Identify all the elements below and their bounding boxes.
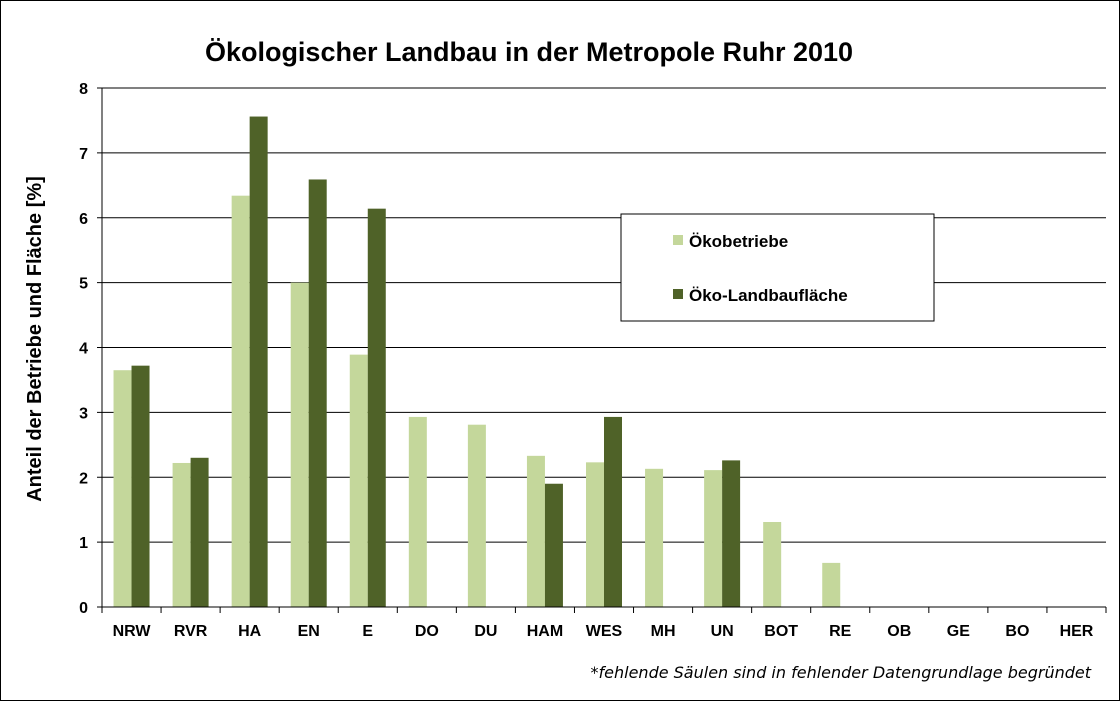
x-tick-label: HAM (527, 623, 563, 640)
x-tick-label: E (362, 623, 373, 640)
x-tick-label: BOT (764, 623, 798, 640)
bar-oeko-landbauflaeche (722, 460, 741, 607)
y-tick-label: 7 (79, 146, 88, 163)
axes: 0 1 2 3 4 5 6 7 8 NRW RVR HA EN E DO DU HAM WES MH UN BOT RE O… (79, 81, 1107, 640)
y-tick-label: 0 (79, 600, 88, 617)
bar-oeko-landbauflaeche (131, 365, 150, 607)
bar-oeko-landbauflaeche (544, 483, 563, 607)
footnote: *fehlende Säulen sind in fehlender Daten… (591, 663, 1092, 682)
x-tick-label: WES (586, 623, 623, 640)
x-tick-label: OB (887, 623, 911, 640)
y-tick-label: 8 (79, 81, 88, 98)
chart-title: Ökologischer Landbau in der Metropole Ru… (205, 37, 853, 67)
y-axis-label: Anteil der Betriebe und Fläche [%] (24, 176, 46, 502)
bar-oekobetriebe (349, 354, 368, 607)
bar-oekobetriebe (113, 370, 132, 607)
bar-oeko-landbauflaeche (308, 179, 327, 607)
x-tick-label: RE (829, 623, 852, 640)
x-tick-label: HA (238, 623, 262, 640)
bar-oekobetriebe (290, 282, 309, 607)
y-tick-label: 1 (79, 535, 88, 552)
bar-oekobetriebe (231, 195, 250, 607)
x-tick-label: BO (1005, 623, 1029, 640)
x-tick-label: EN (298, 623, 320, 640)
y-tick-label: 3 (79, 405, 88, 422)
y-tick-label: 5 (79, 276, 88, 293)
bar-oekobetriebe (526, 455, 545, 607)
x-tick-label: RVR (174, 623, 208, 640)
bar-oekobetriebe (704, 470, 723, 607)
bar-oekobetriebe (822, 562, 841, 607)
bar-oeko-landbauflaeche (249, 116, 268, 608)
legend-label-oekobetriebe: Ökobetriebe (689, 232, 788, 251)
bar-oekobetriebe (586, 462, 604, 607)
legend-swatch-oekobetriebe (673, 235, 683, 245)
y-tick-label: 6 (79, 211, 88, 228)
y-tick-label: 4 (79, 341, 88, 358)
x-tick-label: HER (1060, 623, 1094, 640)
bar-oeko-landbauflaeche (190, 457, 209, 607)
bar-oekobetriebe (408, 416, 427, 607)
bar-oekobetriebe (763, 522, 782, 607)
bar-oeko-landbauflaeche (367, 208, 386, 608)
x-tick-label: NRW (113, 623, 152, 640)
x-tick-label: MH (651, 623, 676, 640)
legend-box (620, 213, 935, 322)
x-tick-label: DU (474, 623, 497, 640)
legend-label-oeko-landbauflaeche: Öko-Landbaufläche (689, 286, 848, 305)
x-tick-label: DO (415, 623, 439, 640)
bar-oeko-landbauflaeche (604, 416, 622, 607)
bar-oekobetriebe (645, 468, 664, 607)
bars (113, 116, 841, 608)
bar-oekobetriebe (172, 462, 191, 607)
y-tick-label: 2 (79, 470, 88, 487)
legend-swatch-oeko-landbauflaeche (673, 289, 683, 299)
x-tick-label: UN (711, 623, 734, 640)
bar-oekobetriebe (467, 424, 486, 607)
x-tick-label: GE (947, 623, 970, 640)
gridlines (102, 87, 1106, 543)
legend: Ökobetriebe Öko-Landbaufläche (620, 213, 935, 322)
